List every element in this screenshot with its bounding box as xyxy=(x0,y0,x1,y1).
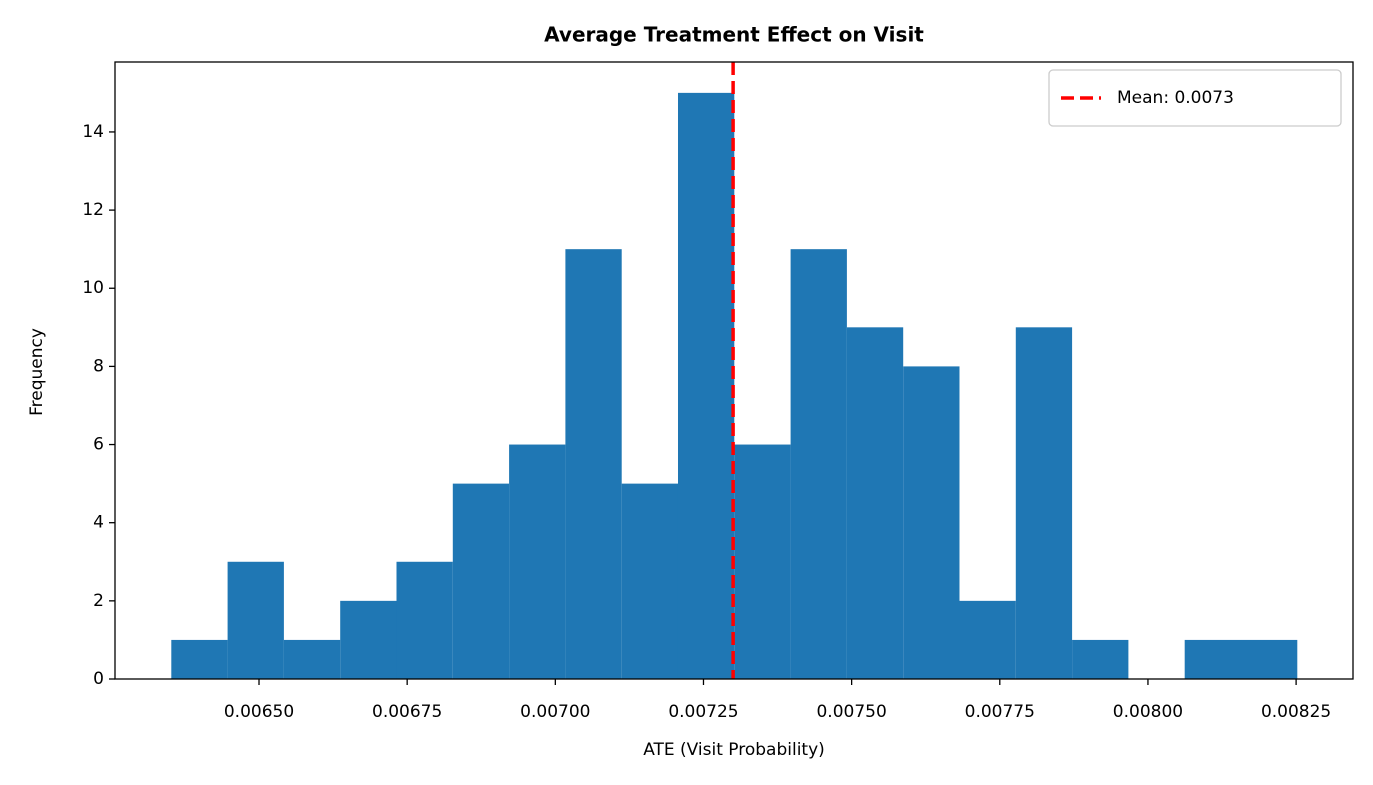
y-tick-label: 4 xyxy=(93,513,104,533)
y-tick-label: 6 xyxy=(93,435,104,455)
x-tick-label: 0.00750 xyxy=(816,702,886,722)
x-axis-label: ATE (Visit Probability) xyxy=(643,740,825,760)
bar xyxy=(565,249,622,679)
y-tick-label: 12 xyxy=(82,200,104,220)
bar xyxy=(1072,639,1129,679)
x-tick-label: 0.00725 xyxy=(668,702,738,722)
y-tick-label: 8 xyxy=(93,356,104,376)
bar xyxy=(790,249,847,679)
bar xyxy=(227,561,284,679)
x-tick-label: 0.00675 xyxy=(372,702,442,722)
y-axis-label: Frequency xyxy=(27,328,47,416)
y-tick-label: 2 xyxy=(93,591,104,611)
bar xyxy=(903,366,960,679)
x-tick-label: 0.00650 xyxy=(224,702,294,722)
bar xyxy=(846,327,904,679)
y-tick-label: 10 xyxy=(82,278,104,298)
bar xyxy=(677,92,735,680)
y-tick-label: 0 xyxy=(93,669,104,689)
x-tick-label: 0.00700 xyxy=(520,702,590,722)
plot-frame xyxy=(114,61,1354,680)
bar xyxy=(621,483,678,679)
x-tick-label: 0.00775 xyxy=(965,702,1035,722)
bar xyxy=(959,600,1016,679)
bar xyxy=(340,600,397,679)
legend-label: Mean: 0.0073 xyxy=(1117,88,1234,108)
chart-title: Average Treatment Effect on Visit xyxy=(544,23,924,47)
bar xyxy=(1184,639,1241,679)
bar xyxy=(452,483,510,679)
legend-box xyxy=(1048,69,1342,127)
bar xyxy=(734,444,791,679)
y-tick-label: 14 xyxy=(82,122,104,142)
bar xyxy=(171,639,228,679)
x-tick-label: 0.00800 xyxy=(1113,702,1183,722)
bar xyxy=(396,561,453,679)
bar xyxy=(1015,327,1073,679)
bar xyxy=(283,639,341,679)
bar xyxy=(509,444,566,679)
bar xyxy=(1240,639,1298,679)
x-tick-label: 0.00825 xyxy=(1261,702,1331,722)
